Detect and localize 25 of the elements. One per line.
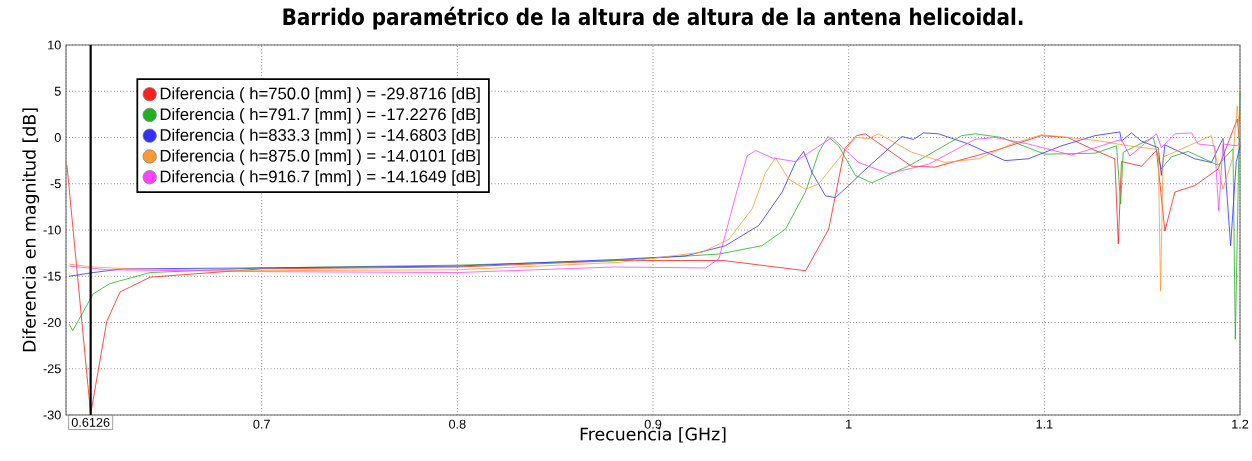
y-tick-label: -25 xyxy=(43,364,61,374)
x-tick-label: 0.9 xyxy=(644,419,662,429)
x-axis-title: Frecuencia [GHz] xyxy=(580,427,726,443)
legend-label: Diferencia ( h=833.3 [mm] ) = -14.6803 [dB] xyxy=(160,128,480,145)
y-tick-label: -10 xyxy=(43,225,61,235)
x-tick-label: 0.8 xyxy=(449,419,466,429)
y-tick-label: -15 xyxy=(43,271,61,281)
y-tick-label: 0 xyxy=(54,133,61,142)
y-tick-label: -5 xyxy=(50,179,61,189)
legend-label: Diferencia ( h=916.7 [mm] ) = -14.1649 [dB] xyxy=(160,170,480,186)
y-tick-label: -20 xyxy=(43,318,61,327)
line-series xyxy=(68,105,1241,292)
y-tick-label: 10 xyxy=(48,40,61,50)
y-axis-title: Diferencia en magnitud [dB] xyxy=(22,108,40,352)
legend-label: Diferencia ( h=875.0 [mm] ) = -14.0101 [dB] xyxy=(160,149,480,165)
x-tick-label: 1 xyxy=(846,419,852,429)
x-tick-label: 1.1 xyxy=(1036,419,1053,429)
y-tick-label: 5 xyxy=(54,86,61,96)
y-tick-label: -30 xyxy=(43,410,61,420)
legend-label: Diferencia ( h=750.0 [mm] ) = -29.8716 [dB] xyxy=(160,87,480,103)
x-tick-label: 0.7 xyxy=(253,419,270,429)
chart-title: Barrido paramétrico de la altura de altura de la antena helicoidal. xyxy=(283,6,1023,30)
legend-label: Diferencia ( h=791.7 [mm] ) = -17.2276 [dB] xyxy=(160,107,480,124)
ref-line-label: 0.6126 xyxy=(71,417,110,427)
x-tick-label: 1.2 xyxy=(1232,419,1249,429)
